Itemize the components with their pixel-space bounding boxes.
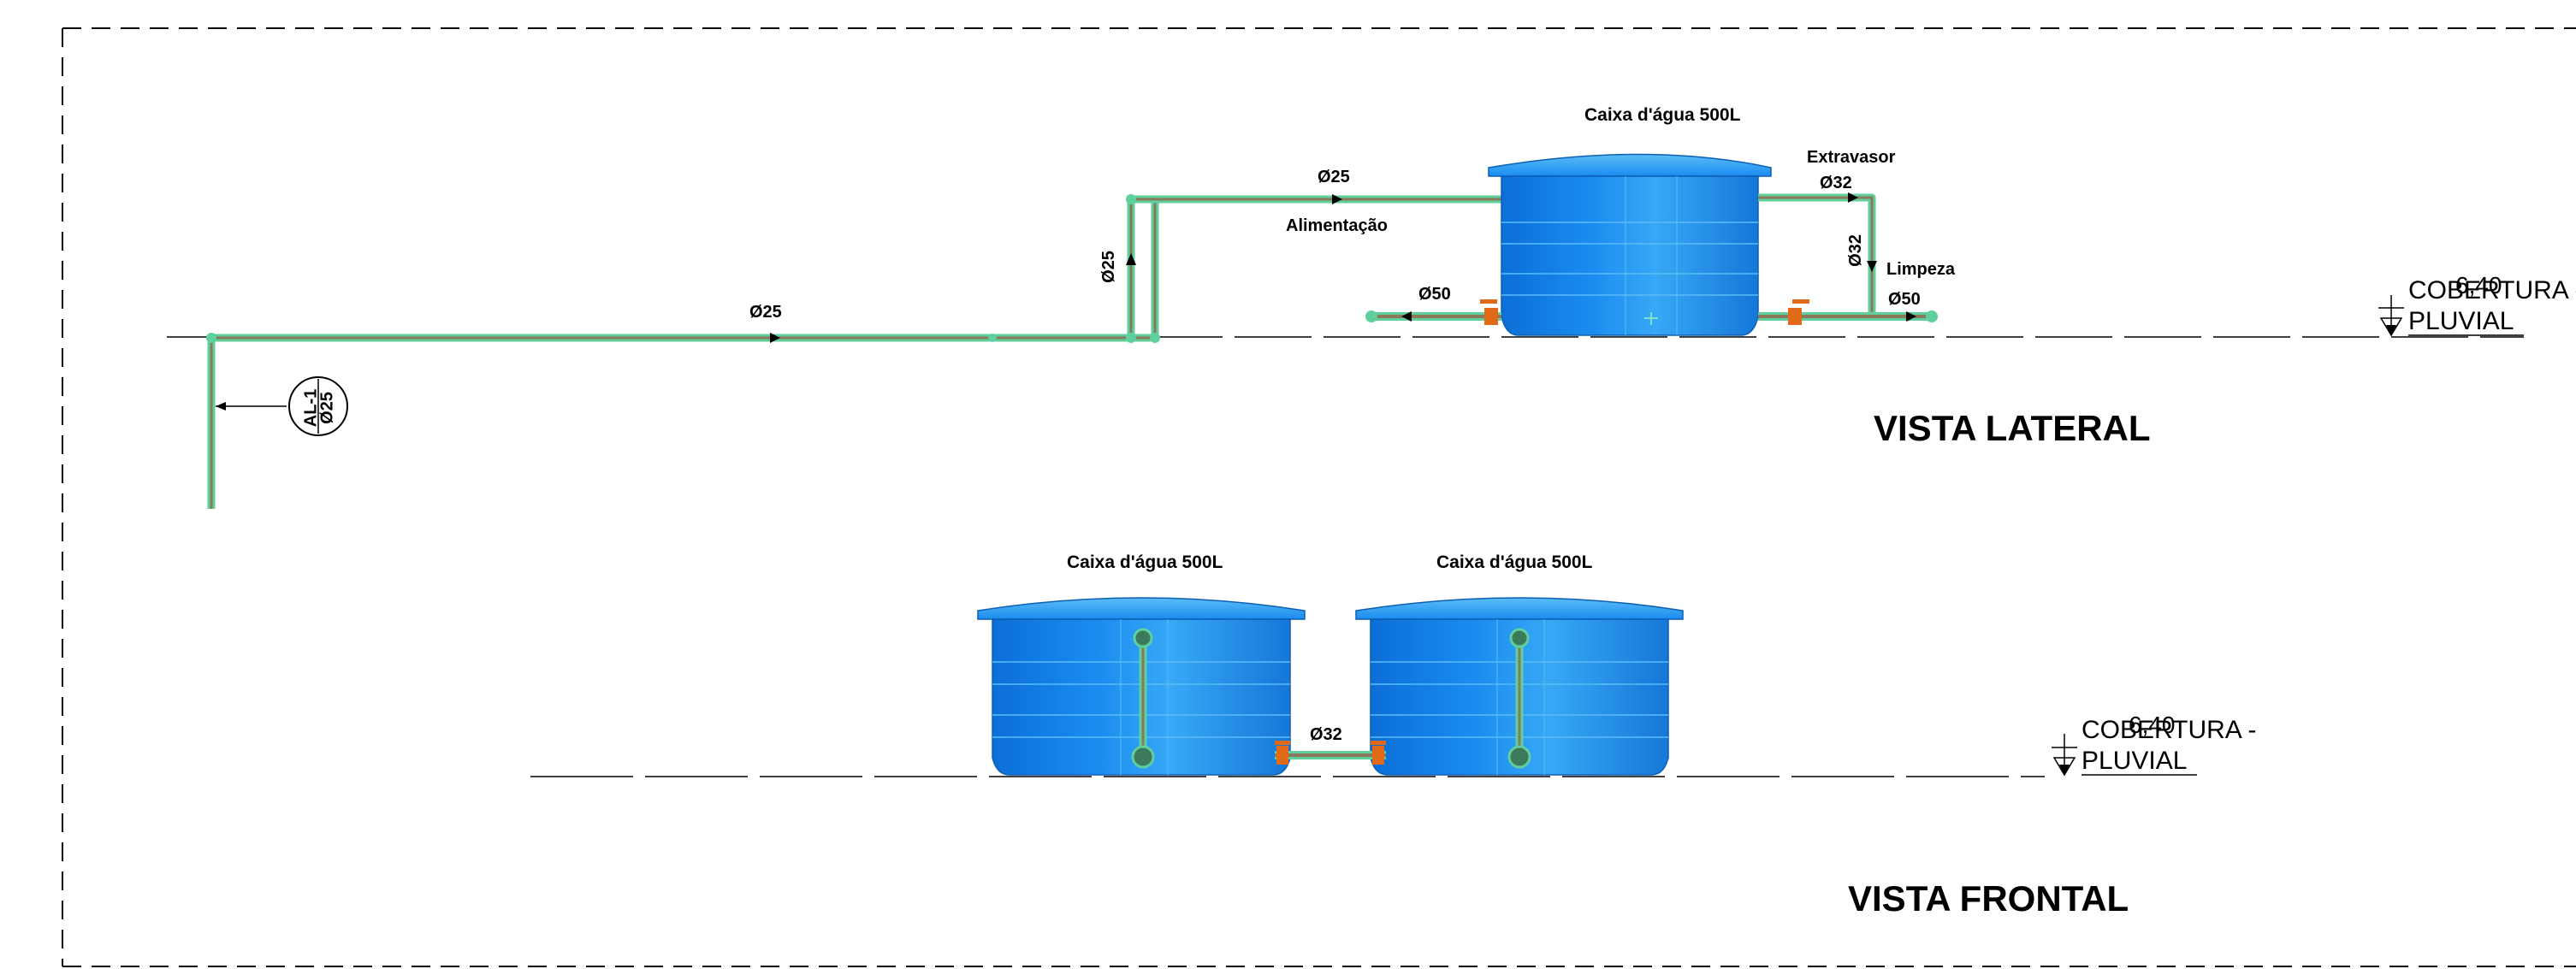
supply-top-diameter: Ø25 bbox=[1318, 168, 1350, 186]
side-level-line2: PLUVIAL bbox=[2408, 307, 2514, 335]
valve-icon bbox=[1276, 746, 1288, 765]
drain-pipes bbox=[1365, 299, 1938, 325]
pipe-tag: AL-1 Ø25 bbox=[216, 376, 348, 436]
flow-arrow-icon bbox=[1332, 194, 1342, 204]
link-pipe bbox=[1275, 741, 1386, 765]
cleaning-label: Limpeza bbox=[1886, 260, 1956, 279]
front-view-title: VISTA FRONTAL bbox=[1848, 878, 2129, 919]
overflow-pipe bbox=[1758, 192, 1908, 321]
front-tank-left bbox=[977, 597, 1306, 776]
front-view: Caixa d'água 500L Caixa d'água 500L Ø32 … bbox=[530, 552, 2256, 919]
side-view-title: VISTA LATERAL bbox=[1874, 408, 2151, 448]
overflow-label: Extravasor bbox=[1807, 148, 1896, 167]
front-tank-left-label: Caixa d'água 500L bbox=[1067, 552, 1223, 572]
front-tank-right bbox=[1355, 597, 1684, 776]
overflow-down-diameter: Ø32 bbox=[1846, 234, 1865, 267]
level-triangle-icon bbox=[2052, 757, 2076, 777]
side-level-value: 6,40 bbox=[2455, 272, 2502, 298]
supply-main-diameter: Ø25 bbox=[749, 303, 782, 322]
flow-arrow-icon bbox=[1126, 253, 1136, 265]
flow-arrow-icon bbox=[770, 333, 780, 343]
front-level-value: 6,40 bbox=[2129, 712, 2176, 738]
side-tank-label: Caixa d'água 500L bbox=[1584, 105, 1741, 125]
side-level-marker: COBERTURA - 6,40 PLUVIAL bbox=[2378, 272, 2576, 337]
front-level-marker: COBERTURA - 6,40 PLUVIAL bbox=[2052, 712, 2256, 777]
front-level-line2: PLUVIAL bbox=[2082, 747, 2187, 775]
drain-left-diameter: Ø50 bbox=[1418, 285, 1451, 304]
front-level-line1: COBERTURA - bbox=[2082, 716, 2256, 744]
drain-right-diameter: Ø50 bbox=[1888, 290, 1921, 309]
overflow-diameter: Ø32 bbox=[1820, 174, 1852, 192]
side-level-line1: COBERTURA - bbox=[2408, 276, 2576, 304]
supply-label: Alimentação bbox=[1286, 216, 1388, 235]
valve-icon bbox=[1484, 308, 1498, 325]
drawing-frame bbox=[62, 27, 2576, 967]
tag-label-bottom: Ø25 bbox=[317, 392, 336, 424]
riser-diameter: Ø25 bbox=[1099, 251, 1118, 283]
side-view: AL-1 Ø25 bbox=[167, 105, 2576, 509]
level-triangle-icon bbox=[2379, 317, 2403, 337]
side-tank bbox=[1488, 153, 1772, 336]
supply-pipe bbox=[206, 194, 1501, 509]
front-tank-right-label: Caixa d'água 500L bbox=[1436, 552, 1593, 572]
valve-icon bbox=[1788, 308, 1802, 325]
link-pipe-diameter: Ø32 bbox=[1310, 725, 1342, 744]
valve-icon bbox=[1372, 746, 1384, 765]
tag-label-top: AL-1 bbox=[301, 389, 320, 427]
